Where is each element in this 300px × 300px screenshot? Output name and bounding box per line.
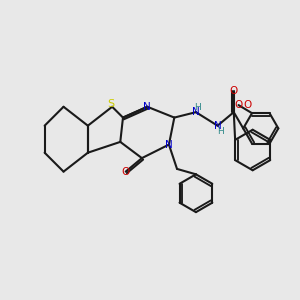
Text: O: O <box>122 167 130 177</box>
Text: N: N <box>165 140 173 150</box>
Text: O: O <box>230 85 238 96</box>
Text: O: O <box>234 100 243 110</box>
Text: N: N <box>214 121 221 131</box>
Text: H: H <box>194 103 201 112</box>
Text: N: N <box>143 102 151 112</box>
Text: O: O <box>244 100 252 110</box>
Text: H: H <box>217 127 224 136</box>
Text: S: S <box>107 99 114 109</box>
Text: N: N <box>192 107 200 117</box>
